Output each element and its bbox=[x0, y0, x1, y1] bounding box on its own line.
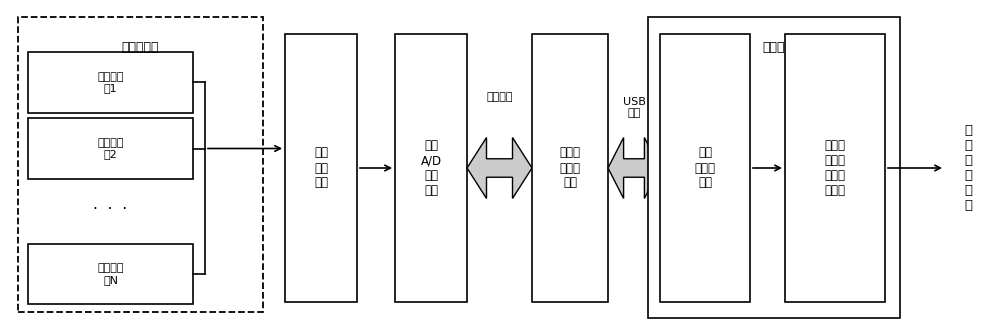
Bar bbox=[395, 34, 467, 302]
Bar bbox=[18, 17, 263, 312]
Bar bbox=[285, 34, 357, 302]
Text: 超压传感
器2: 超压传感 器2 bbox=[97, 138, 124, 159]
Text: 传感器阵列: 传感器阵列 bbox=[122, 41, 159, 53]
Text: 重
建
结
果
显
示: 重 建 结 果 显 示 bbox=[964, 124, 972, 212]
Text: 超压传感
器1: 超压传感 器1 bbox=[97, 72, 124, 93]
Text: 同步
A/D
转换
模块: 同步 A/D 转换 模块 bbox=[420, 139, 442, 197]
Text: 冲击波
超压时
空场重
建模块: 冲击波 超压时 空场重 建模块 bbox=[825, 139, 846, 197]
Text: 数据总线: 数据总线 bbox=[486, 92, 513, 102]
Bar bbox=[28, 244, 193, 304]
Text: USB
电缆: USB 电缆 bbox=[623, 97, 645, 118]
Bar bbox=[28, 118, 193, 179]
Text: 计算机: 计算机 bbox=[763, 41, 785, 53]
Text: 超压传感
器N: 超压传感 器N bbox=[97, 263, 124, 285]
Text: 高速数
据传输
模块: 高速数 据传输 模块 bbox=[560, 146, 581, 190]
Bar bbox=[785, 34, 885, 302]
Bar bbox=[648, 17, 900, 318]
Text: ·  ·  ·: · · · bbox=[93, 203, 128, 217]
Bar bbox=[532, 34, 608, 302]
Bar bbox=[660, 34, 750, 302]
Bar bbox=[28, 52, 193, 113]
Polygon shape bbox=[467, 137, 532, 199]
Polygon shape bbox=[608, 137, 660, 199]
Text: 信号
调理
模块: 信号 调理 模块 bbox=[314, 146, 328, 190]
Text: 数据
预处理
模块: 数据 预处理 模块 bbox=[695, 146, 716, 190]
